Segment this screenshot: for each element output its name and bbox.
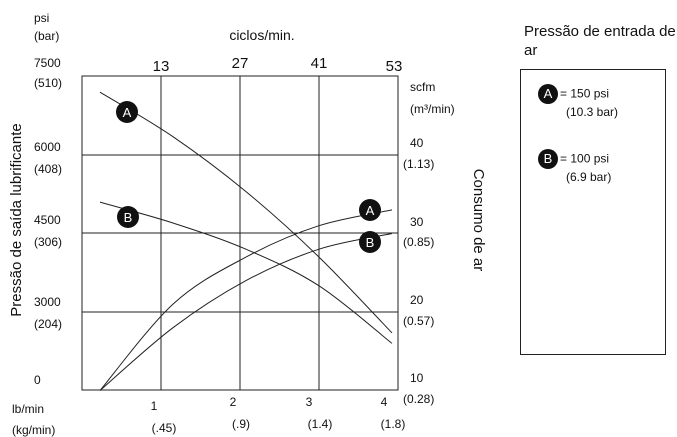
left-tick-label: 0 — [34, 373, 41, 387]
svg-text:A: A — [123, 105, 132, 120]
curve-badge-air-b: B — [359, 231, 381, 253]
series-line-pressure-b — [99, 201, 393, 344]
svg-text:B: B — [366, 235, 375, 250]
bottom-tick-label: (.45) — [152, 421, 177, 435]
left-tick-label: (204) — [34, 317, 62, 331]
legend-entry-b: B = 100 psi (6.9 bar) — [538, 149, 611, 186]
bottom-tick-label: (1.4) — [308, 417, 333, 431]
svg-text:B: B — [124, 210, 133, 225]
top-tick-label: 41 — [311, 55, 328, 72]
top-tick-label: 27 — [232, 55, 249, 72]
curve-badge-air-a: A — [359, 199, 381, 221]
left-tick-label: 7500 — [34, 56, 61, 70]
legend-badge-a: A — [538, 84, 558, 104]
curve-badge-pressure-a: A — [116, 101, 138, 123]
left-tick-label: (306) — [34, 235, 62, 249]
bottom-tick-label: 2 — [230, 395, 237, 409]
series-line-pressure-a — [99, 91, 393, 334]
right-tick-label: 30 — [410, 215, 424, 229]
left-tick-label: 4500 — [34, 213, 61, 227]
bottom-tick-label: (.9) — [232, 417, 250, 431]
left-tick-label: (510) — [34, 76, 62, 90]
legend-title: Pressão de entrada de ar — [524, 23, 676, 59]
right-axis-label: Consumo de ar — [470, 169, 487, 272]
left-tick-label: 6000 — [34, 140, 61, 154]
legend-value2-b: (6.9 bar) — [566, 170, 612, 184]
left-tick-label: 3000 — [34, 295, 61, 309]
right-tick-label: 40 — [410, 136, 424, 150]
right-unit-m3: (m³/min) — [410, 102, 455, 116]
bottom-tick-label: (1.8) — [381, 417, 406, 431]
legend-entry-a: A = 150 psi (10.3 bar) — [538, 84, 618, 121]
right-tick-label: 10 — [410, 371, 424, 385]
bottom-tick-label: 1 — [151, 399, 158, 413]
right-tick-label: (0.28) — [403, 392, 434, 406]
legend-box — [520, 69, 666, 355]
right-tick-label: (0.85) — [403, 235, 434, 249]
bottom-unit-lb: lb/min — [12, 402, 44, 416]
left-unit-psi: psi — [34, 11, 49, 25]
legend-value-b: = 100 psi — [560, 151, 610, 166]
left-unit-bar: (bar) — [34, 29, 59, 43]
series-line-air-a — [99, 209, 393, 391]
top-tick-label: 13 — [153, 58, 170, 75]
right-unit-scfm: scfm — [410, 80, 435, 94]
right-tick-label: 20 — [410, 293, 424, 307]
bottom-unit-kg: (kg/min) — [12, 423, 55, 437]
legend-value-a: = 150 psi — [560, 86, 610, 101]
svg-text:A: A — [366, 203, 375, 218]
right-tick-label: (1.13) — [403, 157, 434, 171]
legend-badge-b: B — [538, 149, 558, 169]
bottom-tick-label: 3 — [306, 395, 313, 409]
curve-badge-pressure-b: B — [117, 206, 139, 228]
legend-value2-a: (10.3 bar) — [566, 105, 619, 119]
bottom-tick-label: 4 — [381, 395, 388, 409]
top-tick-label: 53 — [386, 58, 403, 75]
series-line-air-b — [99, 233, 393, 391]
left-tick-label: (408) — [34, 162, 62, 176]
chart-title: ciclos/min. — [229, 27, 294, 43]
left-axis-label: Pressão de saída lubrificante — [8, 123, 25, 316]
right-tick-label: (0.57) — [403, 314, 434, 328]
